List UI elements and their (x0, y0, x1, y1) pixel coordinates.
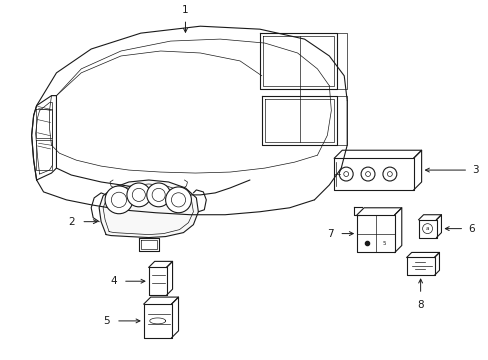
Text: 2: 2 (68, 217, 75, 227)
Text: 8: 8 (416, 300, 423, 310)
Text: 4: 4 (110, 276, 117, 286)
Text: 7: 7 (326, 229, 333, 239)
Text: 5: 5 (382, 240, 386, 246)
Circle shape (105, 186, 133, 214)
Circle shape (165, 187, 191, 213)
Text: 5: 5 (103, 316, 110, 326)
Circle shape (127, 183, 150, 207)
Text: 1: 1 (182, 5, 188, 15)
Text: a: a (425, 226, 428, 231)
Circle shape (146, 183, 170, 207)
Text: 6: 6 (468, 224, 474, 234)
Polygon shape (99, 180, 198, 238)
Text: 3: 3 (471, 165, 478, 175)
